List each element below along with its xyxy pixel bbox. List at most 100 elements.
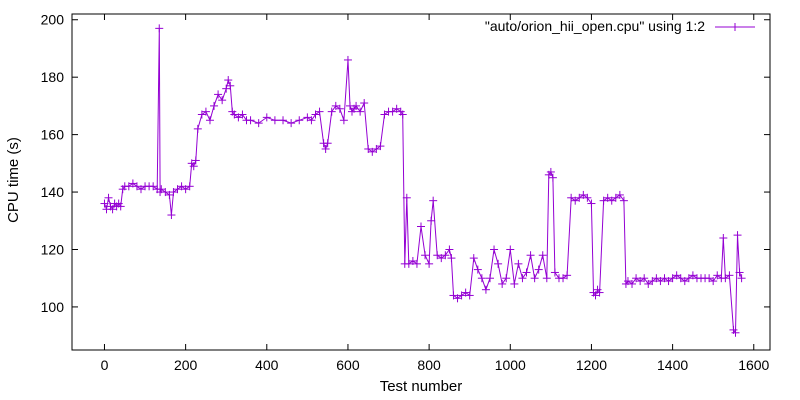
data-point-marker (575, 193, 584, 202)
data-point-marker (136, 185, 145, 194)
data-point-marker (191, 156, 200, 165)
data-point-marker (449, 291, 458, 300)
data-point-marker (490, 245, 499, 254)
data-point-marker (303, 113, 312, 122)
data-point-marker (477, 274, 486, 283)
data-point-marker (124, 182, 133, 191)
data-point-marker (506, 245, 515, 254)
data-point-marker (167, 211, 176, 220)
x-tick-label: 1200 (576, 357, 607, 373)
data-point-marker (404, 259, 413, 268)
data-point-marker (721, 274, 730, 283)
y-axis-ticks: 100 120 140 160 180 200 (41, 12, 770, 315)
legend: "auto/orion_hii_open.cpu" using 1:2 (485, 18, 755, 34)
data-point-marker (287, 119, 296, 128)
data-point-marker (173, 185, 182, 194)
data-point-marker (214, 90, 223, 99)
data-point-marker (234, 113, 243, 122)
data-point-marker (672, 271, 681, 280)
x-tick-label: 400 (255, 357, 279, 373)
data-point-marker (735, 268, 744, 277)
data-point-marker (181, 185, 190, 194)
data-point-marker (425, 259, 434, 268)
data-point-marker (709, 277, 718, 286)
data-point-marker (447, 254, 456, 263)
data-point-marker (688, 271, 697, 280)
data-point-marker (518, 274, 527, 283)
data-point-marker (417, 222, 425, 231)
data-point-marker (412, 259, 421, 268)
plot-frame (71, 13, 771, 351)
data-point-marker (737, 274, 746, 283)
data-point-marker (197, 110, 206, 119)
data-point-marker (668, 274, 677, 283)
data-point-marker (201, 107, 210, 116)
x-axis-ticks: 0 200 400 600 800 1000 1200 1400 1600 (101, 14, 770, 373)
y-tick-label: 100 (41, 299, 65, 315)
data-point-marker (132, 182, 141, 191)
legend-series-label: "auto/orion_hii_open.cpu" using 1:2 (485, 18, 705, 34)
data-point-marker (664, 277, 673, 286)
data-point-marker (295, 116, 304, 125)
data-point-marker (473, 265, 482, 274)
data-point-marker (725, 271, 734, 280)
data-point-marker (368, 147, 377, 156)
data-point-marker (205, 116, 214, 125)
data-point-marker (713, 271, 722, 280)
data-point-marker (372, 144, 381, 153)
data-point-marker (408, 256, 417, 265)
series-markers (100, 24, 746, 337)
data-point-marker (323, 139, 332, 148)
data-point-marker (656, 277, 665, 286)
series-line (104, 28, 743, 335)
data-point-marker (522, 268, 531, 277)
x-tick-label: 800 (417, 357, 441, 373)
data-point-marker (307, 116, 316, 125)
data-point-marker (352, 101, 361, 110)
data-point-marker (587, 199, 596, 208)
data-point-marker (652, 274, 661, 283)
data-point-marker (481, 285, 490, 294)
data-point-marker (469, 254, 478, 263)
data-point-marker (603, 193, 612, 202)
data-point-marker (364, 144, 373, 153)
data-point-marker (169, 188, 178, 197)
data-point-marker (339, 116, 348, 125)
data-point-marker (270, 116, 279, 125)
data-point-marker (161, 188, 170, 197)
data-point-marker (457, 291, 466, 300)
data-point-marker (538, 251, 547, 260)
data-point-marker (433, 251, 442, 260)
data-point-marker (530, 274, 539, 283)
data-point-marker (218, 96, 227, 105)
data-point-marker (559, 274, 568, 283)
data-point-marker (398, 110, 407, 119)
data-point-marker (388, 107, 397, 116)
data-point-marker (632, 274, 641, 283)
data-point-marker (128, 179, 137, 188)
y-tick-label: 140 (41, 184, 65, 200)
data-point-marker (177, 182, 186, 191)
data-point-marker (731, 328, 740, 337)
data-point-marker (189, 162, 198, 171)
data-point-marker (429, 196, 438, 205)
y-axis-label: CPU time (s) (5, 137, 22, 223)
data-point-marker (719, 234, 728, 242)
data-point-marker (321, 144, 330, 153)
data-point-marker (165, 190, 174, 199)
data-point-marker (567, 193, 576, 202)
data-point-marker (550, 268, 559, 277)
data-point-marker (526, 251, 535, 260)
data-point-marker (392, 104, 401, 113)
data-point-marker (623, 277, 632, 286)
data-point-marker (510, 279, 519, 288)
data-point-marker (461, 288, 470, 297)
data-point-marker (157, 185, 166, 194)
data-point-marker (427, 216, 436, 225)
data-point-marker (619, 196, 628, 205)
data-point-marker (327, 107, 336, 116)
data-point-marker (514, 259, 523, 268)
data-point-marker (210, 101, 219, 110)
